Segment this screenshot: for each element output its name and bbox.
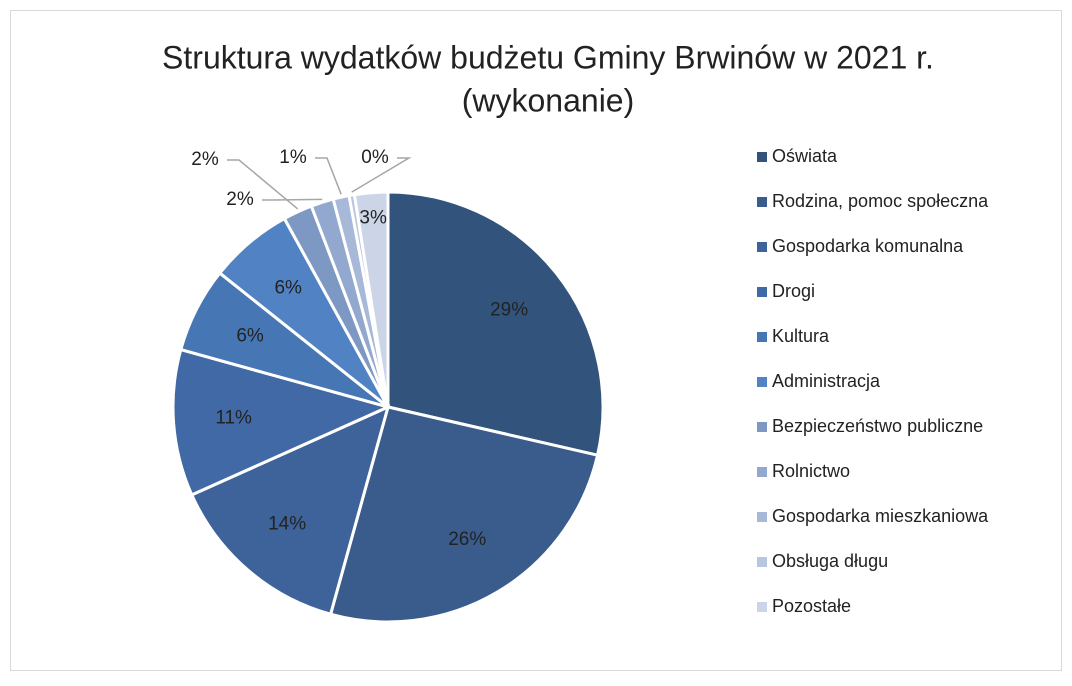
data-label: 6%	[274, 278, 302, 299]
legend-swatch	[757, 152, 767, 162]
legend-swatch	[757, 197, 767, 207]
pie-slice	[386, 190, 605, 458]
legend-label: Drogi	[772, 281, 815, 301]
data-label: 2%	[191, 149, 219, 170]
legend-label: Administracja	[772, 371, 881, 391]
leader-line	[262, 198, 323, 201]
legend-swatch	[757, 602, 767, 612]
legend-label: Rolnictwo	[772, 461, 850, 481]
data-label: 11%	[215, 408, 252, 429]
legend-label: Gospodarka komunalna	[772, 236, 964, 256]
data-label: 26%	[448, 529, 486, 550]
data-label: 1%	[279, 147, 307, 168]
leader-line	[315, 157, 342, 195]
legend-label: Rodzina, pomoc społeczna	[772, 191, 989, 211]
legend-label: Oświata	[772, 146, 838, 166]
data-label: 0%	[361, 147, 389, 168]
legend-swatch	[757, 512, 767, 522]
data-label: 29%	[490, 300, 528, 321]
legend-swatch	[757, 467, 767, 477]
legend-label: Gospodarka mieszkaniowa	[772, 506, 989, 526]
legend-swatch	[757, 242, 767, 252]
data-label: 3%	[359, 207, 387, 228]
chart-title: (wykonanie)	[462, 82, 635, 118]
data-label: 6%	[236, 326, 264, 347]
leader-line	[351, 157, 412, 193]
pie-slice	[352, 190, 390, 408]
legend-label: Kultura	[772, 326, 830, 346]
legend-swatch	[757, 287, 767, 297]
legend-swatch	[757, 557, 767, 567]
pie-slice	[189, 404, 391, 617]
leader-line	[227, 159, 299, 210]
legend-swatch	[757, 422, 767, 432]
pie-slice	[328, 405, 600, 624]
legend-swatch	[757, 377, 767, 387]
data-label: 14%	[268, 513, 306, 534]
pie-slice	[171, 347, 393, 497]
legend-label: Pozostałe	[772, 596, 851, 616]
data-label: 2%	[226, 189, 254, 210]
chart-title: Struktura wydatków budżetu Gminy Brwinów…	[162, 39, 934, 75]
legend-label: Bezpieczeństwo publiczne	[772, 416, 983, 436]
legend-swatch	[757, 332, 767, 342]
legend-label: Obsługa długu	[772, 551, 888, 571]
